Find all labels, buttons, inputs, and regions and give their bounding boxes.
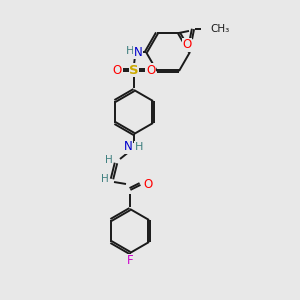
Text: H: H [105, 155, 113, 165]
Text: O: O [146, 64, 156, 76]
Text: H: H [101, 174, 109, 184]
Text: S: S [129, 64, 139, 76]
Text: H: H [135, 142, 143, 152]
Text: N: N [124, 140, 132, 154]
Text: O: O [182, 38, 192, 51]
Text: N: N [134, 46, 142, 59]
Text: H: H [126, 46, 134, 56]
Text: CH₃: CH₃ [210, 24, 229, 34]
Text: O: O [143, 178, 153, 190]
Text: O: O [112, 64, 122, 76]
Text: F: F [127, 254, 133, 268]
